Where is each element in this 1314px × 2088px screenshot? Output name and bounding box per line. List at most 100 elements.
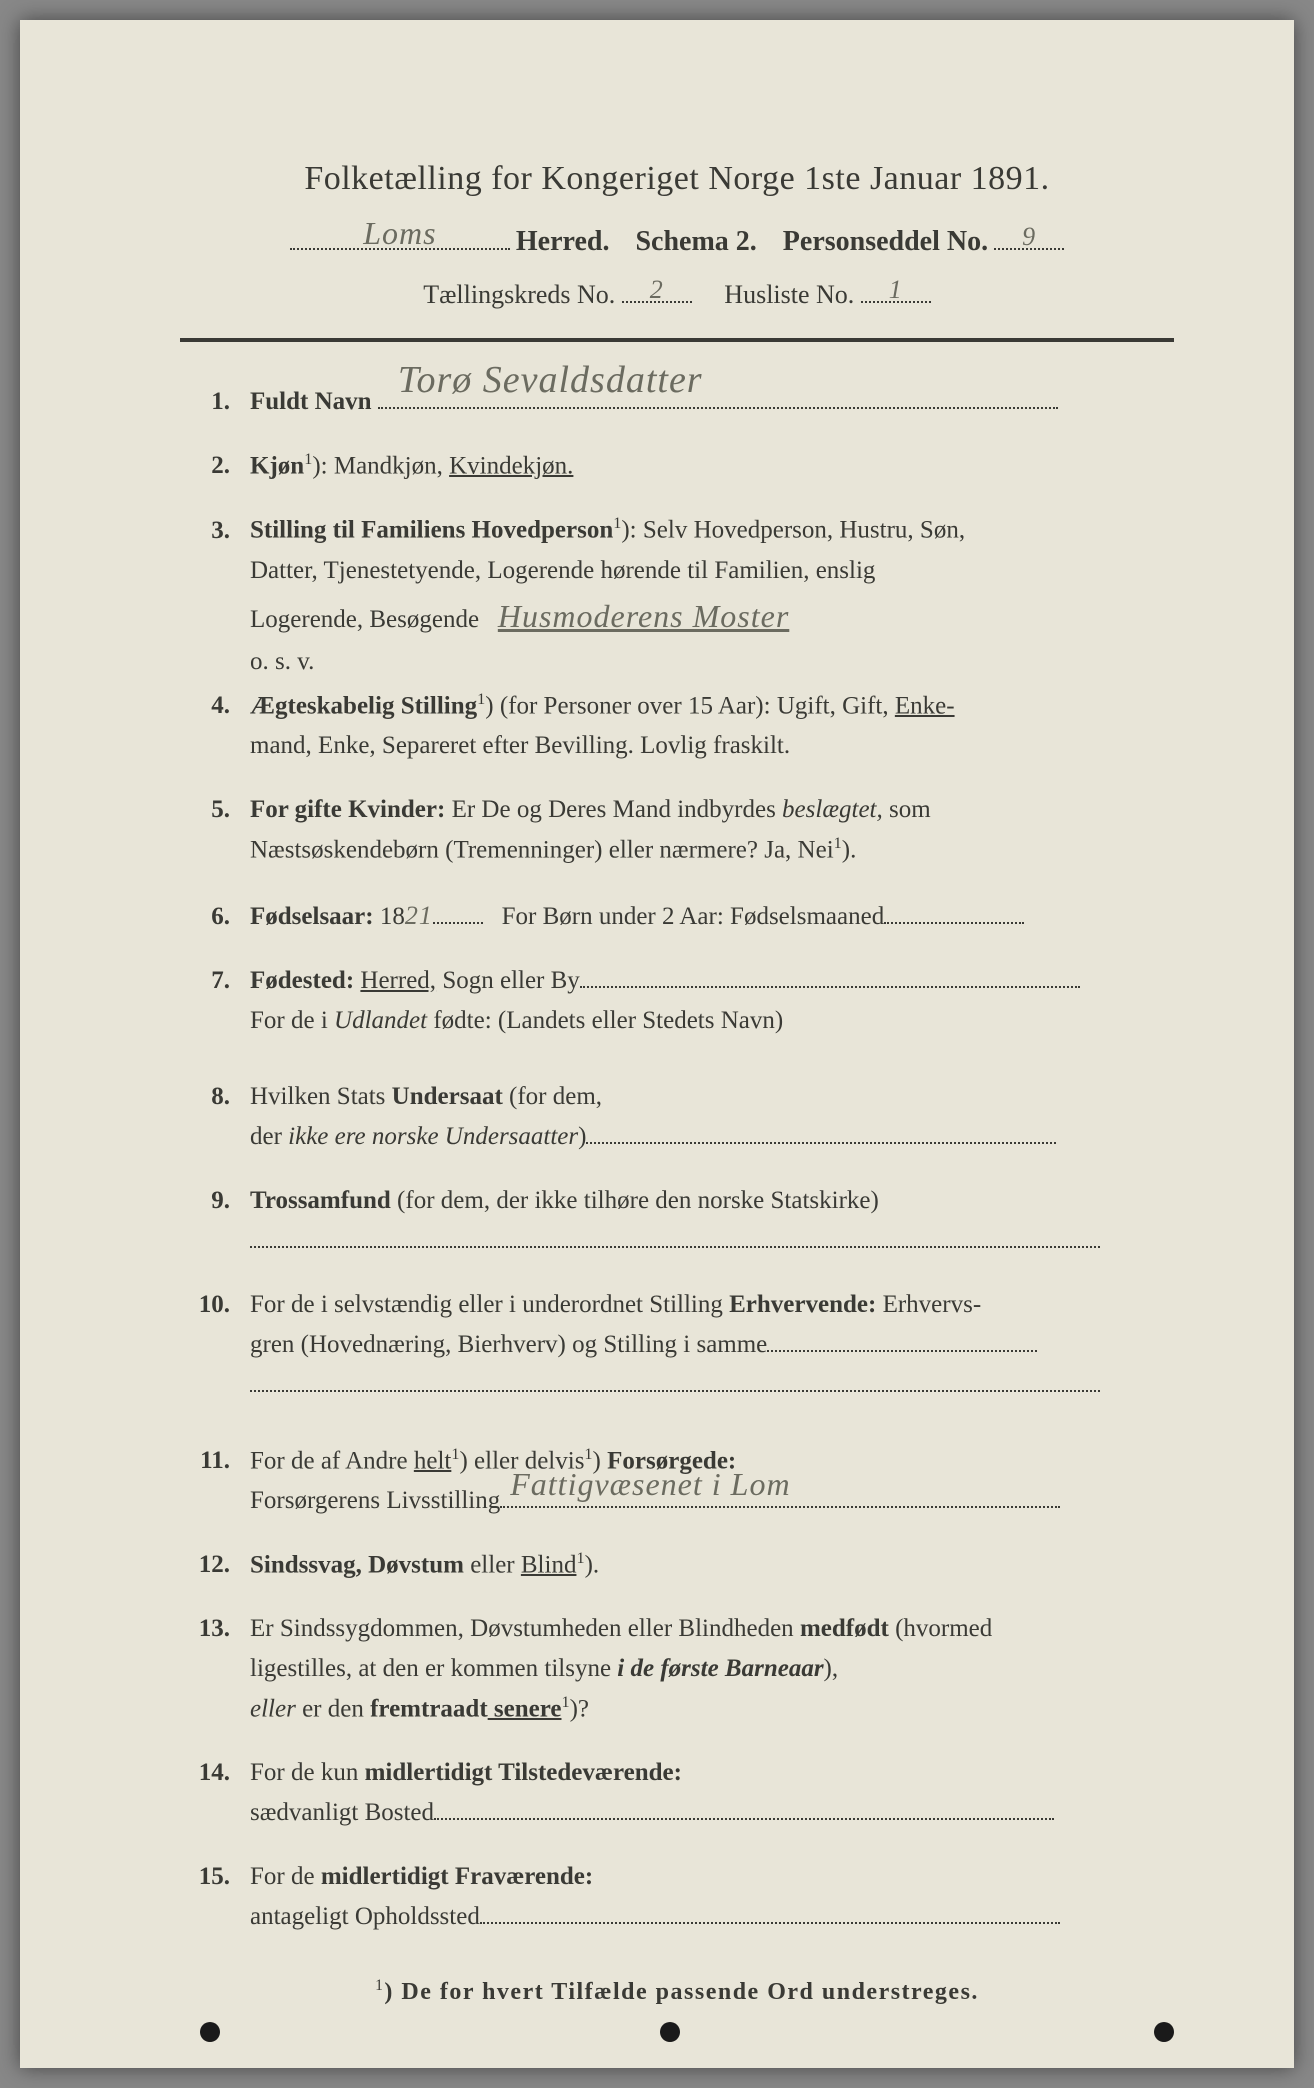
item-1: 1. Fuldt Navn Torø Sevaldsdatter: [180, 382, 1174, 422]
i7-dots: [580, 986, 1080, 988]
i14-bold1: midlertidigt Tilstedeværende:: [365, 1759, 682, 1786]
i8-line1: Hvilken Stats: [250, 1083, 392, 1110]
item-2: 2. Kjøn1): Mandkjøn, Kvindekjøn.: [180, 446, 1174, 486]
i6-dots2: [884, 922, 1024, 924]
herred-value: Loms: [290, 215, 510, 252]
i10-bold1: Erhvervende:: [729, 1291, 876, 1318]
i15-line1: For de: [250, 1863, 321, 1890]
item-9: 9. Trossamfund (for dem, der ikke tilhør…: [180, 1181, 1174, 1261]
i3-line3a: Logerende, Besøgende: [250, 606, 479, 633]
i7-label: Fødested:: [250, 967, 354, 994]
i12-label: Sindssvag, Døvstum: [250, 1551, 464, 1578]
i6-dots1: [433, 922, 483, 924]
i4-rest1: ) (for Personer over 15 Aar): Ugift, Gif…: [485, 692, 895, 719]
header-line-3: Tællingskreds No. 2 Husliste No. 1: [180, 280, 1174, 310]
i7-line2b: fødte: (Landets eller Stedets Navn): [427, 1007, 783, 1034]
item-15: 15. For de midlertidigt Fraværende: anta…: [180, 1857, 1174, 1937]
form-title: Folketælling for Kongeriget Norge 1ste J…: [180, 160, 1174, 198]
schema-label: Schema 2.: [635, 226, 756, 258]
item-body-1: Fuldt Navn Torø Sevaldsdatter: [250, 382, 1174, 422]
i9-dots: [250, 1246, 1100, 1248]
i6-label: Fødselsaar:: [250, 903, 374, 930]
i7-rest1: Sogn eller By: [436, 967, 580, 994]
item-num-3: 3.: [180, 511, 250, 551]
item-14: 14. For de kun midlertidigt Tilstedevære…: [180, 1753, 1174, 1833]
i13-rest1: (hvormed: [889, 1615, 992, 1642]
i15-dots: [480, 1922, 1060, 1924]
item-body-4: Ægteskabelig Stilling1) (for Personer ov…: [250, 686, 1174, 766]
form-header: Folketælling for Kongeriget Norge 1ste J…: [180, 160, 1174, 310]
i10-line1a: For de i selvstændig eller i underordnet…: [250, 1291, 729, 1318]
item-3: 3. Stilling til Familiens Hovedperson1):…: [180, 510, 1174, 682]
item-num-2: 2.: [180, 446, 250, 486]
i6-rest: For Børn under 2 Aar: Fødselsmaaned: [502, 903, 885, 930]
i5-italic1: beslægtet,: [782, 796, 883, 823]
i2-underlined: Kvindekjøn.: [449, 452, 573, 479]
footnote: 1) De for hvert Tilfælde passende Ord un…: [180, 1977, 1174, 2006]
item-num-12: 12.: [180, 1545, 250, 1585]
husliste-field: 1: [861, 301, 931, 303]
i13-u3: senere: [488, 1695, 562, 1722]
i5-rest2: som: [883, 796, 931, 823]
i8-dots: [586, 1142, 1056, 1144]
i2-label: Kjøn: [250, 452, 304, 479]
item-num-8: 8.: [180, 1077, 250, 1117]
header-line-2: Loms Herred. Schema 2. Personseddel No. …: [180, 226, 1174, 258]
item-12: 12. Sindssvag, Døvstum eller Blind1).: [180, 1545, 1174, 1585]
i12-sup: 1: [576, 1549, 584, 1567]
punch-hole-right: [1154, 2022, 1174, 2042]
i13-italic3: eller: [250, 1695, 296, 1722]
i6-prefix: 18: [374, 903, 405, 930]
i5-rest1: Er De og Deres Mand indbyrdes: [445, 796, 782, 823]
item-7: 7. Fødested: Herred, Sogn eller By For d…: [180, 961, 1174, 1041]
i4-label: Ægteskabelig Stilling: [250, 692, 477, 719]
i6-year: 21: [405, 901, 433, 930]
i13-italic2: i de første Barneaar: [617, 1655, 823, 1682]
i11-line1a: For de af Andre: [250, 1447, 414, 1474]
i14-line1: For de kun: [250, 1759, 365, 1786]
item-body-3: Stilling til Familiens Hovedperson1): Se…: [250, 510, 1174, 682]
i1-label: Fuldt Navn: [250, 388, 372, 415]
i5-rest3: ).: [842, 837, 857, 864]
personseddel-value: 9: [994, 222, 1064, 252]
i13-rest3: )?: [570, 1695, 589, 1722]
i3-rest1: ): Selv Hovedperson, Hustru, Søn,: [621, 517, 965, 544]
herred-label: Herred.: [516, 226, 610, 258]
item-body-13: Er Sindssygdommen, Døvstumheden eller Bl…: [250, 1609, 1174, 1729]
header-divider: [180, 338, 1174, 342]
i7-italic: Udlandet: [334, 1007, 427, 1034]
i12-rest2: ).: [585, 1551, 600, 1578]
item-10: 10. For de i selvstændig eller i underor…: [180, 1285, 1174, 1405]
i10-line2: gren (Hovednæring, Bierhverv) og Stillin…: [250, 1331, 767, 1358]
i13-line1: Er Sindssygdommen, Døvstumheden eller Bl…: [250, 1615, 800, 1642]
i12-rest1: eller: [464, 1551, 521, 1578]
item-body-8: Hvilken Stats Undersaat (for dem, der ik…: [250, 1077, 1174, 1157]
item-body-9: Trossamfund (for dem, der ikke tilhøre d…: [250, 1181, 1174, 1261]
item-num-10: 10.: [180, 1285, 250, 1325]
i11-u1: helt: [414, 1447, 452, 1474]
item-6: 6. Fødselsaar: 1821 For Børn under 2 Aar…: [180, 895, 1174, 937]
item-body-11: For de af Andre helt1) eller delvis1) Fo…: [250, 1441, 1174, 1521]
form-items: 1. Fuldt Navn Torø Sevaldsdatter 2. Kjøn…: [180, 382, 1174, 1937]
i12-u1: Blind: [521, 1551, 577, 1578]
i13-rest2: ),: [824, 1655, 839, 1682]
i15-line2: antageligt Opholdssted: [250, 1903, 480, 1930]
i10-dots2: [250, 1390, 1100, 1392]
i10-rest1: Erhvervs-: [876, 1291, 981, 1318]
item-body-10: For de i selvstændig eller i underordnet…: [250, 1285, 1174, 1405]
census-form-page: Folketælling for Kongeriget Norge 1ste J…: [20, 20, 1294, 2068]
herred-field: Loms: [290, 248, 510, 250]
i13-bold1: medfødt: [800, 1615, 889, 1642]
item-4: 4. Ægteskabelig Stilling1) (for Personer…: [180, 686, 1174, 766]
i8-line2a: der: [250, 1123, 288, 1150]
i9-label: Trossamfund: [250, 1187, 391, 1214]
i8-italic: ikke ere norske Undersaatter: [288, 1123, 578, 1150]
item-body-7: Fødested: Herred, Sogn eller By For de i…: [250, 961, 1174, 1041]
i13-sup: 1: [561, 1693, 569, 1711]
item-body-6: Fødselsaar: 1821 For Børn under 2 Aar: F…: [250, 895, 1174, 937]
i15-bold1: midlertidigt Fraværende:: [321, 1863, 593, 1890]
taellingskreds-label: Tællingskreds No.: [423, 280, 615, 309]
item-num-11: 11.: [180, 1441, 250, 1481]
i11-line2: Forsørgerens Livsstilling: [250, 1487, 500, 1514]
i3-line2: Datter, Tjenestetyende, Logerende hørend…: [250, 557, 875, 584]
